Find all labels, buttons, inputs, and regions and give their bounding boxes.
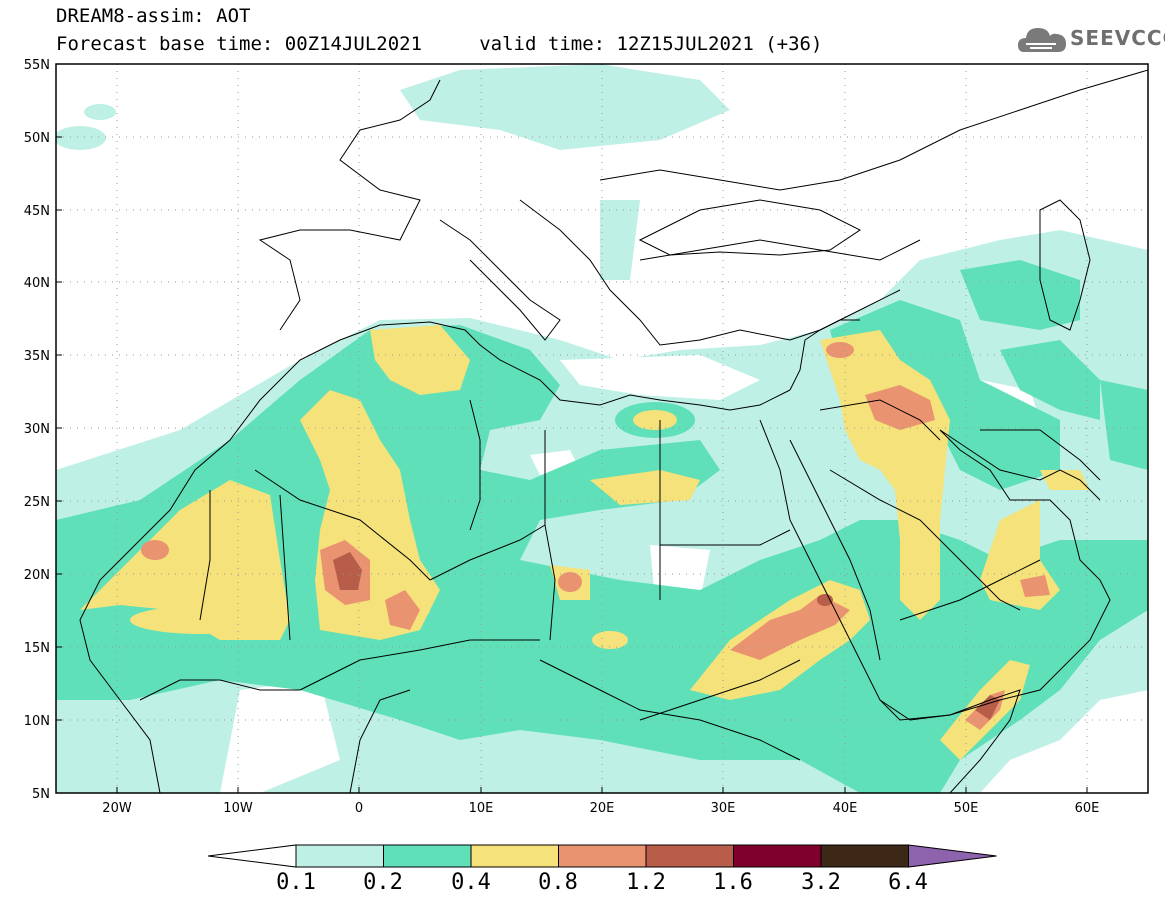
lon-label: 30E [711,801,736,816]
lon-label: 10E [469,801,494,816]
lon-label: 10W [223,801,253,816]
colorbar-swatch [733,844,822,868]
colorbar-max-arrow [908,844,997,868]
aot-level-1.2 [333,552,1000,720]
lat-label: 25N [24,495,50,510]
colorbar-swatch [558,844,647,868]
lat-label: 30N [24,422,50,437]
lat-label: 10N [24,714,50,729]
aot-contour-fill [56,64,1148,793]
lon-label: 20W [102,801,132,816]
lat-label: 55N [24,58,50,73]
latitude-labels: 55N 50N 45N 40N 35N 30N 25N 20N 15N 10N … [24,58,50,802]
seevccc-logo: SEEVCCC [1016,22,1165,56]
lon-label: 40E [833,801,858,816]
colorbar-label: 6.4 [888,870,928,895]
colorbar-label: 0.1 [276,870,316,895]
lon-label: 50E [954,801,979,816]
colorbar [207,844,997,868]
lat-label: 35N [24,349,50,364]
lon-label: 20E [590,801,615,816]
lon-label: 60E [1075,801,1100,816]
lat-label: 45N [24,204,50,219]
colorbar-swatch [820,844,909,868]
colorbar-swatch [383,844,472,868]
lat-label: 5N [32,787,50,802]
lat-label: 20N [24,568,50,583]
lat-label: 40N [24,276,50,291]
colorbar-label: 1.6 [713,870,753,895]
logo-label: SEEVCCC [1070,26,1165,50]
forecast-time-line: Forecast base time: 00Z14JUL2021 valid t… [56,33,823,55]
cloud-icon [1018,28,1066,52]
colorbar-label: 0.2 [363,870,403,895]
grid-lines [56,64,1148,793]
tick-marks [56,63,1088,793]
coastlines-borders [79,69,1148,793]
colorbar-swatch [295,844,384,868]
map-title: DREAM8-assim: AOT [56,5,251,27]
lon-label: 0 [355,801,363,816]
lat-label: 15N [24,641,50,656]
longitude-labels: 20W 10W 0 10E 20E 30E 40E 50E 60E [102,801,1099,816]
colorbar-label: 0.4 [451,870,491,895]
colorbar-label: 0.8 [538,870,578,895]
colorbar-swatch [645,844,734,868]
colorbar-min-arrow [207,844,297,868]
colorbar-swatch [470,844,559,868]
colorbar-label: 3.2 [801,870,841,895]
lat-label: 50N [24,131,50,146]
colorbar-label: 1.2 [626,870,666,895]
